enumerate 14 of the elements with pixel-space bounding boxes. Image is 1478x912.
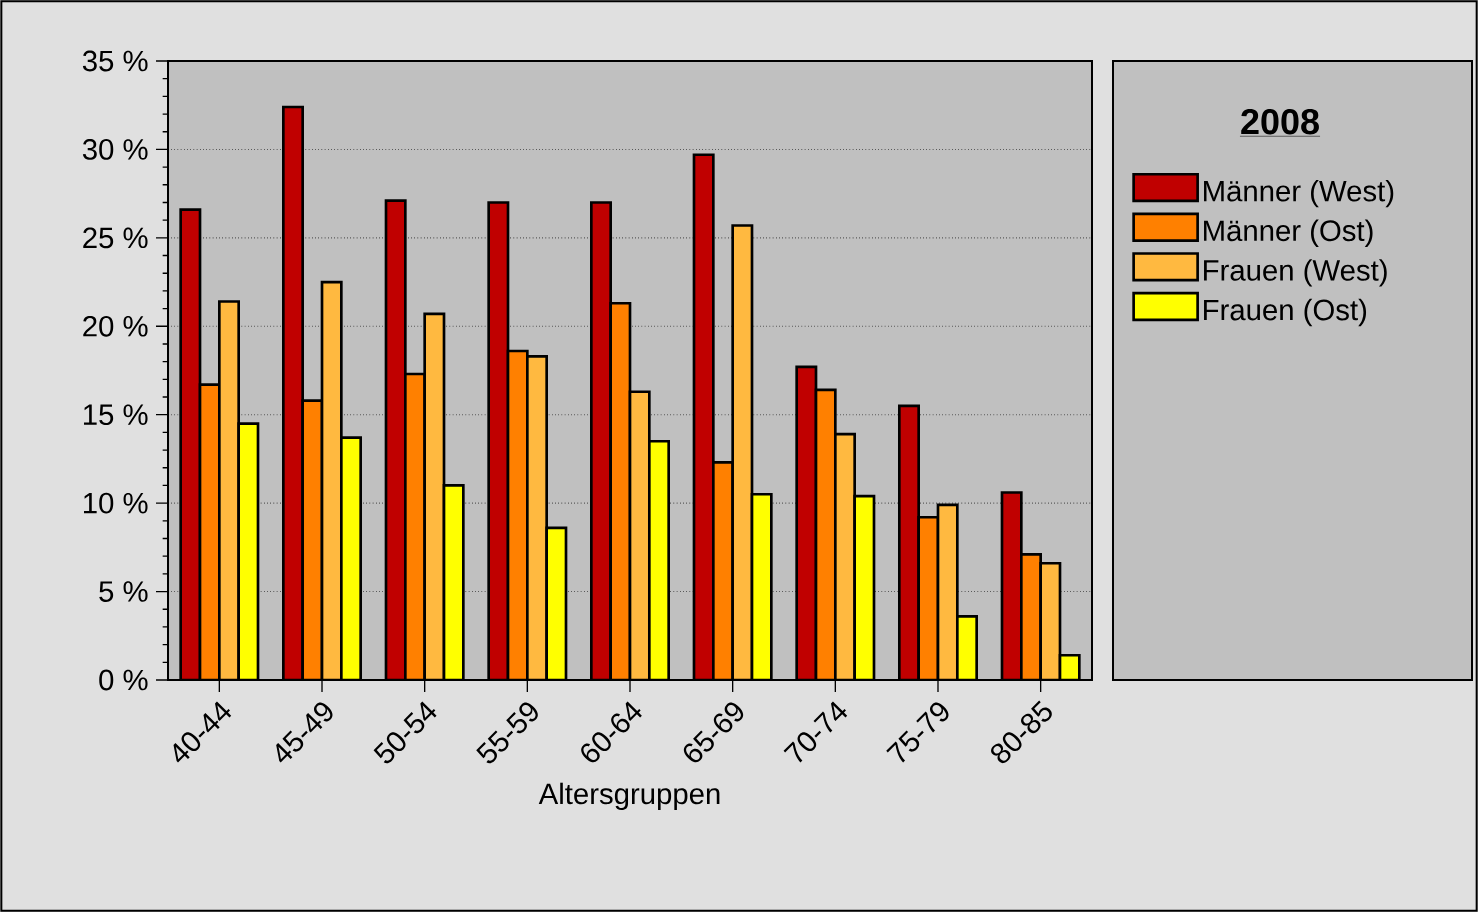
y-tick-label: 20 %	[83, 315, 148, 337]
x-axis-title: Altersgruppen	[538, 782, 720, 811]
legend-label: Frauen (Ost)	[1204, 298, 1367, 327]
legend-label: Frauen (West)	[1204, 259, 1387, 287]
y-tick-label: 30 %	[82, 139, 148, 160]
y-tick-label: 0 %	[99, 669, 148, 691]
legend-title: 2008	[1241, 108, 1319, 135]
y-tick-label: 10 %	[84, 492, 148, 514]
y-tick-label: 5 %	[99, 581, 148, 602]
legend-label: Männer (Ost)	[1204, 219, 1373, 247]
y-tick-label: 35 %	[82, 50, 148, 72]
y-tick-label: 25 %	[83, 227, 148, 249]
legend-label: Männer (West)	[1204, 179, 1394, 208]
y-tick-label: 15 %	[84, 404, 148, 426]
